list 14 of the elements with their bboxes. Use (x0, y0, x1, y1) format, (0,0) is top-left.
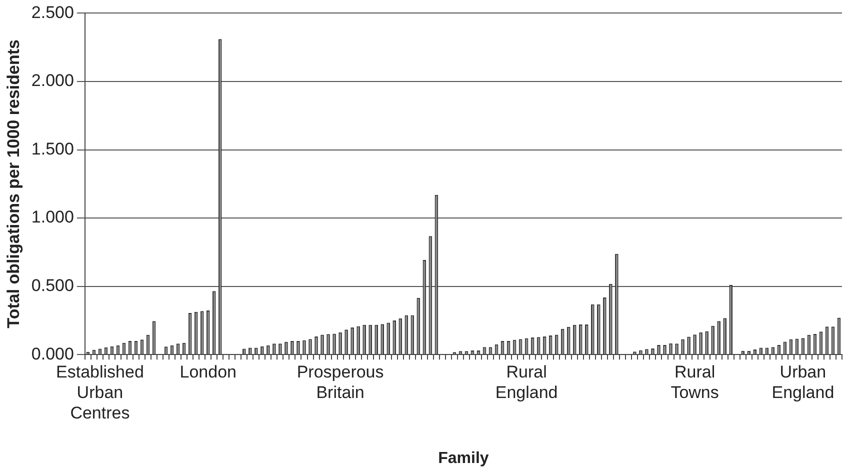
y-axis-title: Total obligations per 1000 residents (4, 40, 23, 328)
y-tick-label: 0.000 (31, 344, 74, 364)
y-tick-label: 0.500 (31, 276, 74, 296)
x-tick-label: Urban England (772, 362, 834, 402)
y-tick-label: 2.500 (31, 2, 74, 22)
x-tick-label: Rural Towns (670, 362, 719, 402)
x-tick-label: Established Urban Centres (56, 362, 144, 422)
y-tick-label: 1.500 (31, 139, 74, 158)
x-tick-label: Rural England (495, 362, 558, 402)
y-tick-label: 1.000 (31, 208, 74, 227)
x-tick-label: Prosperous Britain (296, 362, 384, 402)
x-tick-label: London (180, 362, 236, 382)
x-axis-title: Family (438, 450, 489, 467)
y-tick-label: 2.000 (31, 71, 74, 90)
